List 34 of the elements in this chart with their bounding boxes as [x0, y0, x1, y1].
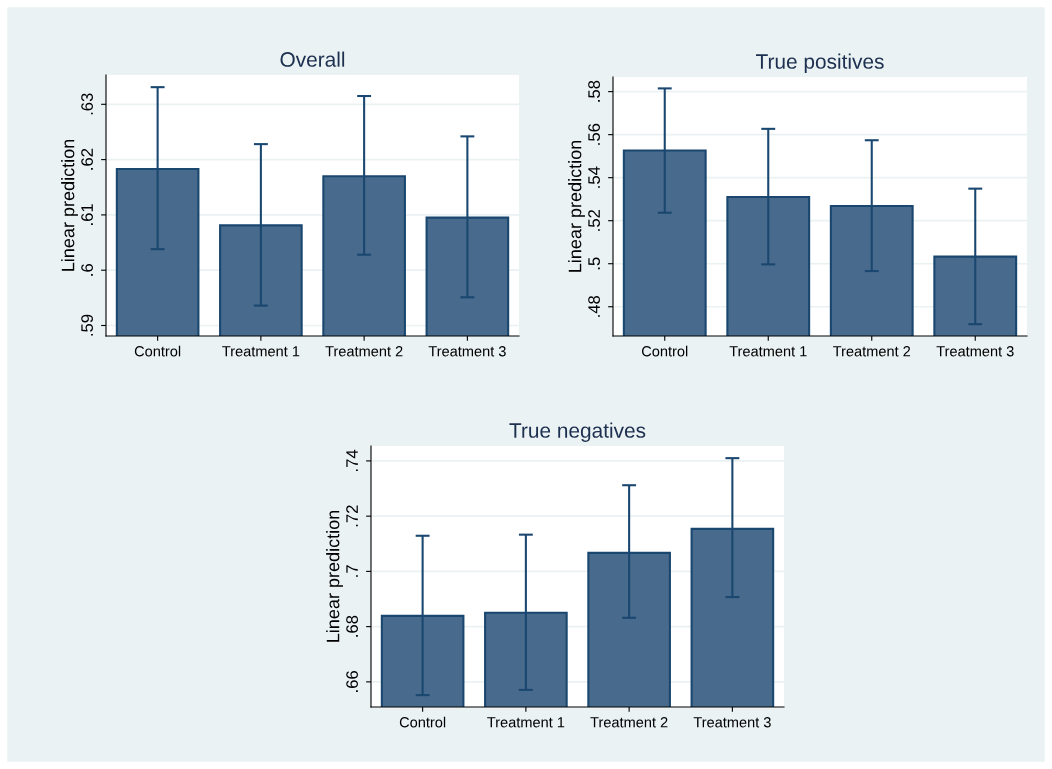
- y-axis-title: Linear prediction: [326, 510, 343, 642]
- x-tick-label: Treatment 3: [936, 346, 1014, 357]
- chart-title: Overall: [280, 51, 345, 67]
- y-tick-label: .63: [81, 93, 93, 115]
- y-tick-label: .66: [346, 671, 358, 692]
- y-tick-label: .61: [81, 204, 93, 225]
- y-tick-label: .74: [346, 449, 358, 471]
- y-tick-label: .7: [346, 565, 358, 577]
- x-tick-label: Treatment 2: [833, 346, 911, 357]
- x-tick-label: Control: [134, 345, 181, 357]
- y-tick-label: .72: [346, 505, 358, 527]
- x-tick-label: Treatment 3: [693, 717, 771, 728]
- y-axis-title: Linear prediction: [568, 140, 585, 272]
- y-tick-label: .62: [81, 148, 93, 170]
- y-tick-label: .52: [588, 209, 600, 231]
- y-axis-title: Linear prediction: [61, 139, 78, 271]
- y-tick-label: .59: [81, 314, 93, 336]
- y-tick-label: .56: [588, 123, 600, 145]
- x-tick-label: Control: [641, 345, 688, 357]
- x-tick-label: Treatment 1: [729, 346, 807, 357]
- x-tick-label: Treatment 1: [487, 717, 565, 728]
- y-tick-label: .58: [588, 80, 600, 102]
- y-tick-label: .6: [81, 263, 93, 276]
- x-tick-label: Treatment 2: [325, 346, 403, 357]
- x-tick-label: Control: [399, 716, 446, 728]
- x-tick-label: Treatment 1: [222, 346, 300, 357]
- x-tick-label: Treatment 3: [428, 346, 506, 357]
- x-tick-label: Treatment 2: [590, 717, 668, 728]
- y-tick-label: .54: [588, 166, 600, 188]
- chart-title: True negatives: [509, 422, 646, 442]
- chart-title: True positives: [756, 53, 884, 73]
- y-tick-label: .48: [588, 295, 600, 317]
- y-tick-label: .68: [346, 615, 358, 637]
- y-tick-label: .5: [588, 257, 600, 270]
